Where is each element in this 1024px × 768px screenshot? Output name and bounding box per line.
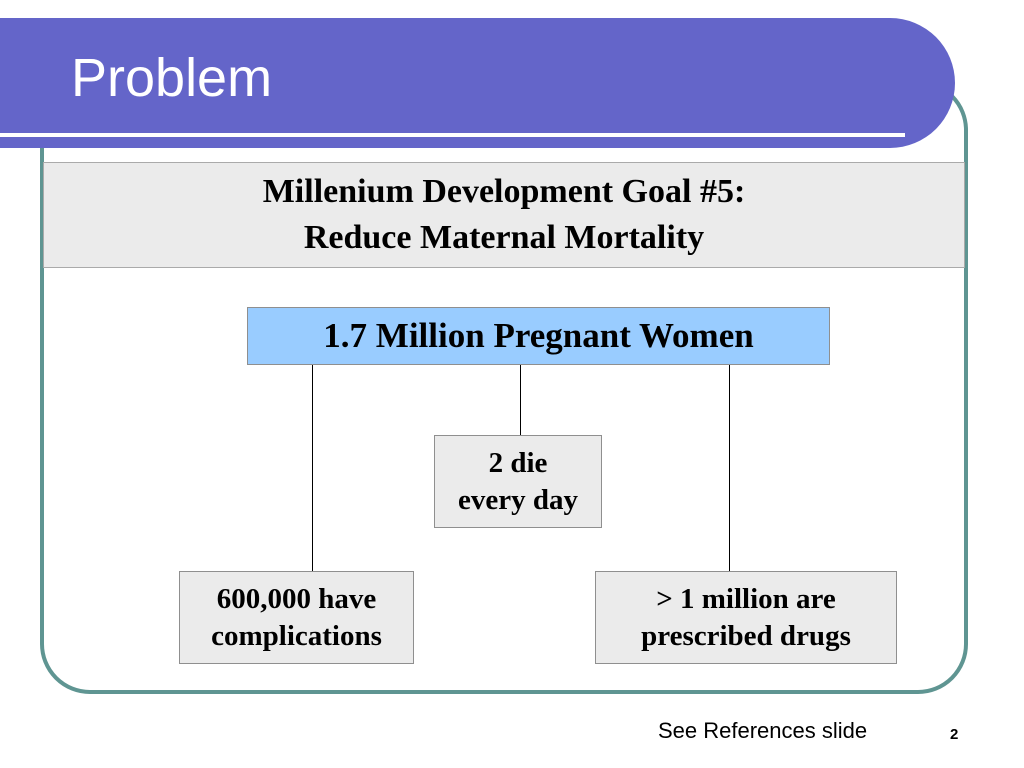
- root-node-label: 1.7 Million Pregnant Women: [323, 316, 754, 355]
- middle-node-line-2: every day: [458, 483, 578, 516]
- right-node-line-1: > 1 million are: [656, 582, 836, 615]
- left-node: 600,000 have complications: [179, 571, 414, 664]
- slide-title: Problem: [71, 48, 273, 108]
- goal-line-2: Reduce Maternal Mortality: [303, 219, 705, 256]
- middle-node: 2 die every day: [434, 435, 602, 528]
- goal-line-1: Millenium Development Goal #5:: [262, 173, 746, 210]
- connector-middle: [520, 358, 521, 435]
- left-node-line-2: complications: [211, 619, 382, 652]
- connector-right: [729, 358, 730, 571]
- root-node: 1.7 Million Pregnant Women: [247, 307, 830, 365]
- right-node: > 1 million are prescribed drugs: [595, 571, 897, 664]
- goal-box: Millenium Development Goal #5: Reduce Ma…: [43, 162, 965, 268]
- page-number: 2: [950, 726, 959, 743]
- references-note: See References slide: [658, 718, 868, 743]
- connector-left: [312, 365, 313, 571]
- left-node-line-1: 600,000 have: [216, 582, 377, 615]
- title-banner: [0, 18, 955, 148]
- title-underline: [0, 133, 905, 137]
- right-node-line-2: prescribed drugs: [641, 619, 851, 652]
- middle-node-line-1: 2 die: [488, 446, 548, 479]
